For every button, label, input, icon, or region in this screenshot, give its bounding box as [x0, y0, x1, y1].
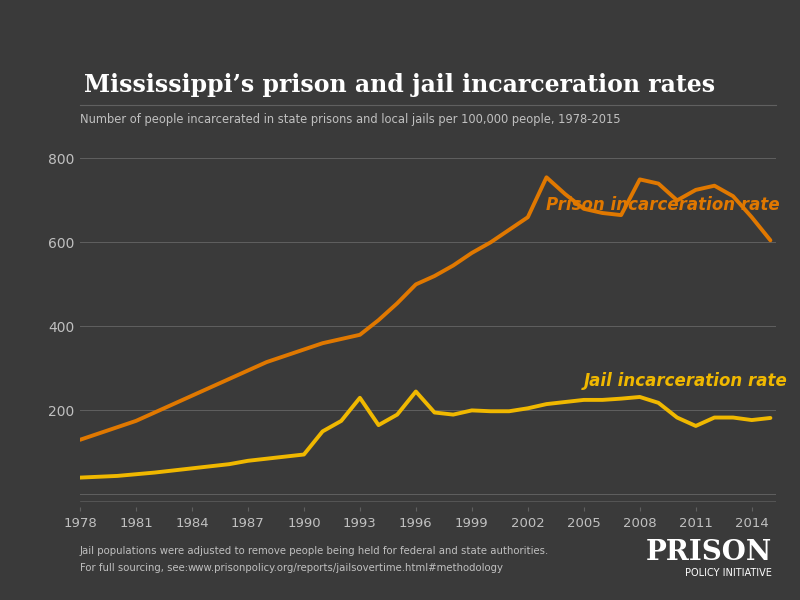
- Text: PRISON: PRISON: [646, 539, 772, 565]
- Text: Jail incarceration rate: Jail incarceration rate: [584, 372, 787, 390]
- Text: www.prisonpolicy.org/reports/jailsovertime.html#methodology: www.prisonpolicy.org/reports/jailsoverti…: [187, 563, 503, 573]
- Text: Mississippi’s prison and jail incarceration rates: Mississippi’s prison and jail incarcerat…: [85, 73, 715, 97]
- Text: Prison incarceration rate: Prison incarceration rate: [546, 196, 780, 214]
- Text: Jail populations were adjusted to remove people being held for federal and state: Jail populations were adjusted to remove…: [80, 546, 550, 556]
- Text: Number of people incarcerated in state prisons and local jails per 100,000 peopl: Number of people incarcerated in state p…: [80, 113, 621, 127]
- Text: For full sourcing, see:: For full sourcing, see:: [80, 563, 191, 573]
- Text: POLICY INITIATIVE: POLICY INITIATIVE: [685, 568, 772, 578]
